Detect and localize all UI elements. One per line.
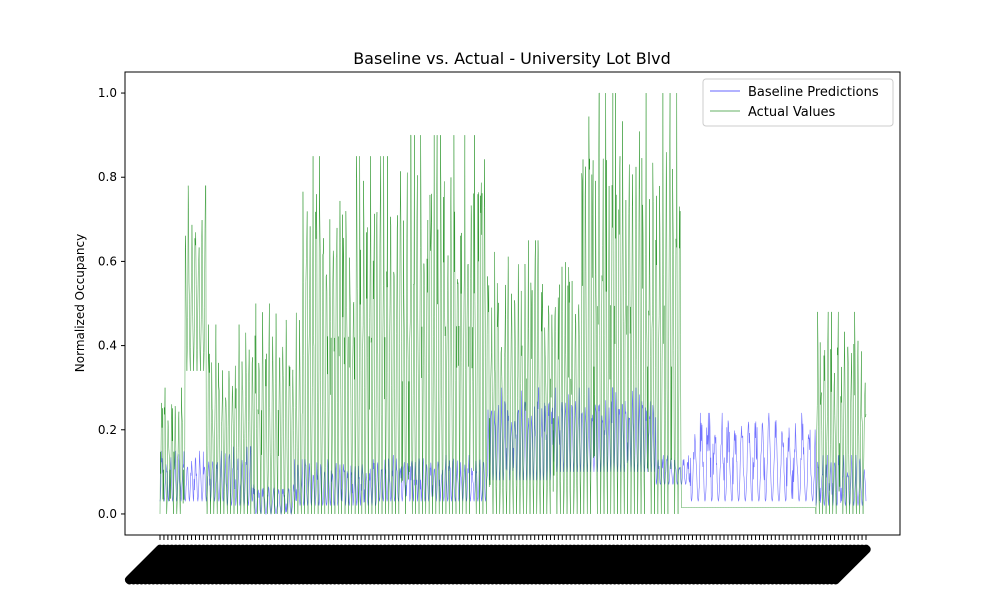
- y-tick-label: 0.2: [98, 423, 117, 437]
- x-tick-label-blob: [830, 544, 871, 585]
- y-tick-label: 0.8: [98, 170, 117, 184]
- legend-label-baseline: Baseline Predictions: [748, 85, 879, 100]
- legend-box: [702, 78, 894, 127]
- y-axis-label: Normalized Occupancy: [73, 234, 87, 372]
- y-tick-label: 1.0: [98, 86, 117, 100]
- series-line-actual: [159, 92, 867, 514]
- y-axis: 0.0 0.2 0.4 0.6 0.8 1.0: [98, 86, 125, 521]
- y-tick-label: 0.0: [98, 507, 117, 521]
- y-tick-label: 0.4: [98, 339, 117, 353]
- plot-area: [124, 71, 901, 536]
- axes-frame: [124, 71, 901, 536]
- legend: Baseline Predictions Actual Values: [702, 78, 894, 127]
- x-axis: [124, 535, 871, 585]
- legend-label-actual: Actual Values: [748, 105, 836, 120]
- series-layer: [159, 92, 867, 516]
- chart-title: Baseline vs. Actual - University Lot Blv…: [353, 49, 671, 68]
- y-tick-label: 0.6: [98, 254, 117, 268]
